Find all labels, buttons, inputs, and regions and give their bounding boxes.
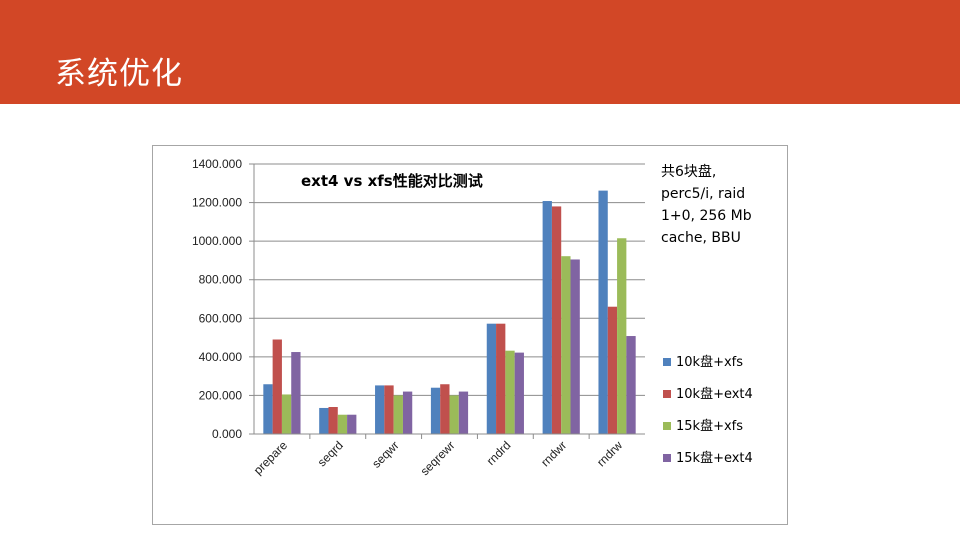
title-bar: 系统优化	[0, 0, 960, 104]
legend-label: 10k盘+xfs	[676, 354, 743, 370]
bar	[430, 387, 441, 434]
x-tick-label: seqrewr	[418, 438, 458, 478]
bar	[375, 385, 385, 434]
legend-swatch	[663, 422, 671, 430]
chart-annotation: 共6块盘, perc5/i, raid 1+0, 256 Mb cache, BBU	[661, 163, 752, 246]
annotation-line: 共6块盘,	[661, 163, 716, 180]
bar	[440, 384, 450, 434]
y-tick-label: 1200.000	[192, 196, 242, 210]
x-tick-label: rndrw	[594, 438, 625, 469]
y-tick-label: 400.000	[199, 350, 243, 364]
bar	[617, 238, 627, 434]
bar	[496, 323, 506, 434]
x-tick-label: seqrd	[315, 438, 346, 469]
chart-title: ext4 vs xfs性能对比测试	[301, 172, 483, 190]
bar	[561, 256, 571, 434]
axes	[253, 164, 645, 439]
category-labels: prepare seqrd seqwr seqrewr rndrd rndwr rndrw	[251, 438, 626, 478]
y-axis-ticks: 0.000 200.000 400.000 600.000 800.000 1000.00…	[192, 157, 254, 441]
x-tick-label: rndrd	[484, 438, 514, 468]
bar	[319, 407, 329, 434]
legend-label: 15k盘+ext4	[676, 450, 753, 466]
bar	[272, 339, 282, 434]
annotation-line: cache, BBU	[661, 230, 741, 246]
bar	[402, 391, 413, 434]
legend-swatch	[663, 454, 671, 462]
bar	[551, 206, 562, 434]
chart-frame: 0.000 200.000 400.000 600.000 800.000 1000.00…	[152, 145, 788, 525]
x-tick-label: seqwr	[369, 438, 402, 471]
bar	[393, 395, 403, 434]
bar	[449, 395, 459, 434]
bar-chart: 0.000 200.000 400.000 600.000 800.000 1000.00…	[192, 157, 753, 478]
bar	[328, 407, 338, 434]
y-tick-label: 600.000	[199, 311, 243, 325]
bar	[598, 190, 608, 434]
y-tick-label: 0.000	[212, 427, 242, 441]
bar	[291, 352, 301, 434]
bar	[458, 391, 469, 434]
bar	[607, 306, 618, 434]
bar	[542, 201, 552, 434]
gridlines	[254, 163, 645, 435]
y-tick-label: 200.000	[199, 388, 243, 402]
bar	[281, 394, 292, 434]
bar	[263, 384, 273, 434]
bar	[514, 352, 524, 434]
x-tick-label: rndwr	[538, 438, 569, 469]
legend-label: 10k盘+ext4	[676, 386, 753, 402]
bars	[263, 190, 636, 434]
legend-label: 15k盘+xfs	[676, 418, 743, 434]
annotation-line: 1+0, 256 Mb	[661, 208, 752, 224]
bar	[626, 336, 636, 434]
annotation-line: perc5/i, raid	[661, 186, 745, 202]
bar	[505, 350, 515, 434]
bar	[337, 414, 348, 434]
legend-swatch	[663, 390, 671, 398]
bar	[347, 414, 357, 434]
y-tick-label: 1400.000	[192, 157, 242, 171]
y-tick-label: 1000.000	[192, 234, 242, 248]
x-tick-label: prepare	[251, 438, 290, 477]
slide-title: 系统优化	[55, 56, 183, 92]
y-tick-label: 800.000	[199, 273, 243, 287]
legend: 10k盘+xfs 10k盘+ext4 15k盘+xfs 15k盘+ext4	[663, 354, 753, 466]
bar	[486, 323, 497, 434]
bar	[570, 259, 580, 434]
bar	[384, 385, 394, 434]
legend-swatch	[663, 358, 671, 366]
